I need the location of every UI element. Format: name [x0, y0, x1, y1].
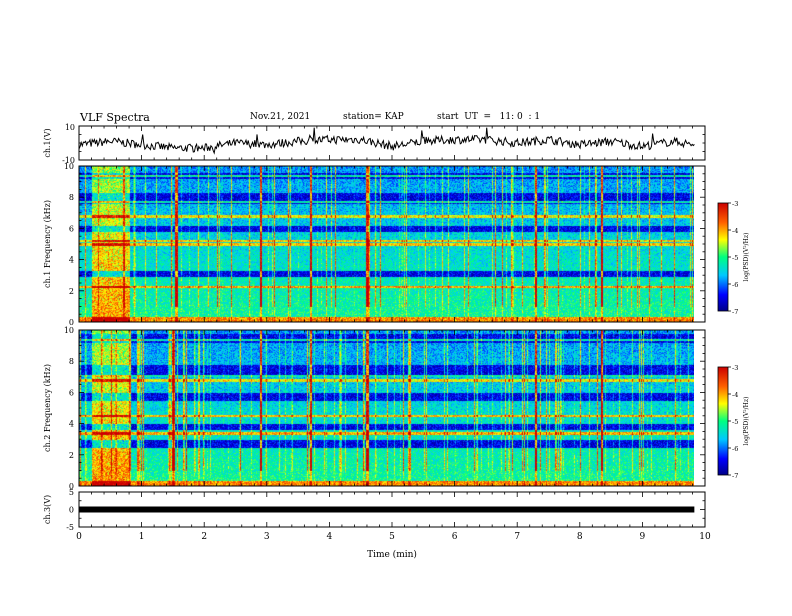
x-tick-label: 2 — [201, 532, 207, 542]
x-tick-label: 8 — [577, 532, 583, 542]
ch2-colorbar-label: log(PSD)(V²/Hz) — [743, 397, 750, 446]
ch1-ytick-label: 6 — [69, 224, 74, 233]
x-axis-label: Time (min) — [367, 549, 417, 560]
ch1-colorbar-tick-label: -5 — [732, 254, 738, 262]
x-tick-label: 10 — [699, 532, 711, 542]
ch2-ytick-label: 8 — [69, 357, 74, 366]
ch1-ytick-label: 0 — [69, 318, 74, 327]
ch2-colorbar-tick-label: -6 — [732, 445, 738, 453]
ch1-waveform-ylabel: ch.1(V) — [43, 128, 52, 157]
ch1-colorbar-tick-label: -4 — [732, 227, 738, 235]
ch1-ytick-label: 10 — [64, 162, 74, 171]
x-tick-label: 6 — [452, 532, 458, 542]
x-tick-label: 0 — [76, 532, 82, 542]
ch2-colorbar-tick-label: -4 — [732, 391, 738, 399]
ch2-colorbar-tick-label: -7 — [732, 472, 738, 480]
date-label: Nov.21, 2021 — [250, 112, 311, 122]
figure-title: VLF Spectra — [80, 111, 150, 124]
ch1-waveform-trace — [78, 127, 695, 155]
ch2-ytick-label: 0 — [69, 482, 74, 491]
ch1-ylabel: ch.1 Frequency (kHz) — [43, 200, 52, 288]
ch1-spectrogram-raster — [79, 166, 694, 322]
ch1-waveform-ytick-label: -10 — [62, 156, 75, 165]
station-label: station= KAP — [343, 112, 404, 122]
ch2-ytick-label: 2 — [69, 451, 74, 460]
ch2-ytick-label: 6 — [69, 388, 74, 397]
x-tick-label: 7 — [514, 532, 520, 542]
ch2-spectrogram-raster — [79, 330, 694, 486]
ch1-colorbar-tick-label: -7 — [732, 308, 738, 316]
x-tick-label: 5 — [389, 532, 395, 542]
ch3-ytick-label: 5 — [69, 488, 74, 497]
x-tick-label: 1 — [139, 532, 145, 542]
ch2-colorbar-tick-label: -5 — [732, 418, 738, 426]
ch2-colorbar-tick-label: -3 — [732, 364, 738, 372]
ch1-colorbar — [717, 202, 729, 312]
ch2-colorbar — [717, 366, 729, 476]
ch3-ytick-label: -5 — [66, 523, 74, 532]
ch1-colorbar-tick-label: -3 — [732, 200, 738, 208]
ch1-ytick-label: 2 — [69, 287, 74, 296]
x-tick-label: 9 — [640, 532, 646, 542]
ch1-ytick-label: 4 — [69, 256, 74, 265]
ch3-ytick-label: 0 — [69, 506, 74, 515]
start-time-label: start UT = 11: 0 : 1 — [437, 112, 541, 122]
ch1-colorbar-label: log(PSD)(V²/Hz) — [743, 233, 750, 282]
ch3-level-trace — [79, 506, 695, 513]
ch2-ylabel: ch.2 Frequency (kHz) — [43, 364, 52, 452]
ch1-colorbar-tick-label: -6 — [732, 281, 738, 289]
x-tick-label: 3 — [264, 532, 270, 542]
ch1-waveform-ytick-label: 10 — [65, 123, 75, 132]
ch1-ytick-label: 8 — [69, 193, 74, 202]
ch2-ytick-label: 10 — [64, 326, 74, 335]
ch2-ytick-label: 4 — [69, 420, 74, 429]
ch3-level-ylabel: ch.3(V) — [43, 495, 52, 524]
x-tick-label: 4 — [327, 532, 333, 542]
